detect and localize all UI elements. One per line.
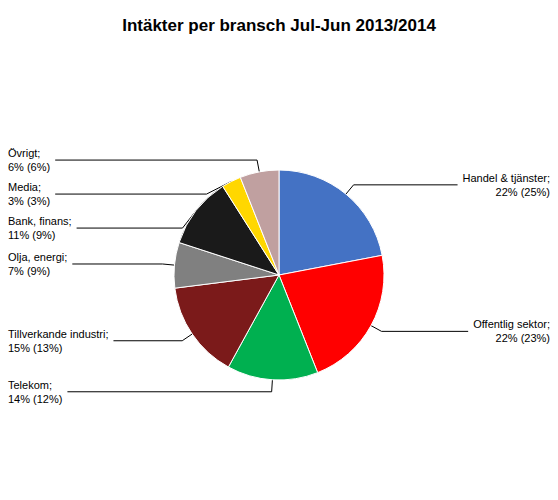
svg-text:Telekom;: Telekom; [8, 379, 52, 391]
svg-text:6% (6%): 6% (6%) [8, 161, 50, 173]
svg-text:Offentlig sektor;: Offentlig sektor; [473, 318, 550, 330]
svg-text:3% (3%): 3% (3%) [8, 195, 50, 207]
svg-text:7% (9%): 7% (9%) [8, 265, 50, 277]
svg-text:Media;: Media; [8, 181, 41, 193]
svg-text:14% (12%): 14% (12%) [8, 393, 62, 405]
svg-text:22% (23%): 22% (23%) [496, 332, 550, 344]
svg-text:22% (25%): 22% (25%) [496, 186, 550, 198]
svg-text:11% (9%): 11% (9%) [8, 229, 55, 241]
svg-text:Olja, energi;: Olja, energi; [8, 251, 67, 263]
svg-text:15% (13%): 15% (13%) [8, 342, 62, 354]
svg-text:Intäkter per bransch Jul-Jun 2: Intäkter per bransch Jul-Jun 2013/2014 [122, 16, 436, 35]
svg-text:Bank, finans;: Bank, finans; [8, 215, 72, 227]
svg-text:Handel & tjänster;: Handel & tjänster; [463, 172, 550, 184]
svg-text:Övrigt;: Övrigt; [8, 147, 40, 159]
svg-text:Tillverkande industri;: Tillverkande industri; [8, 328, 108, 340]
